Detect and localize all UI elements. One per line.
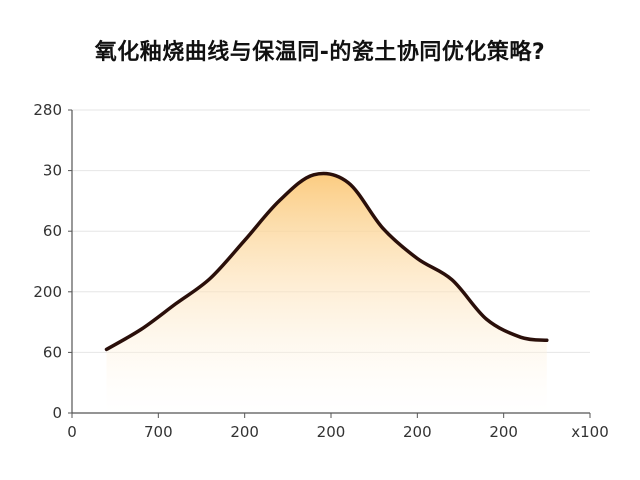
x-tick-label: 200: [489, 423, 518, 441]
y-tick-label: 0: [52, 404, 62, 422]
y-tick-label: 60: [43, 222, 62, 240]
series-line-path: [104, 171, 549, 352]
y-tick-label: 30: [43, 162, 62, 180]
x-tick-label: 700: [144, 423, 173, 441]
y-tick-label: 280: [33, 101, 62, 119]
area-fill-shape: [106, 173, 547, 413]
x-tick-label: x100: [571, 423, 609, 441]
y-tick-label: 200: [33, 283, 62, 301]
chart-title: 氧化釉烧曲线与保温同-的瓷土协同优化策略?: [94, 40, 546, 65]
y-tick-label: 60: [43, 343, 62, 361]
x-tick-label: 0: [67, 423, 77, 441]
x-tick-label: 200: [403, 423, 432, 441]
axes: [68, 109, 591, 418]
x-tick-label: 200: [230, 423, 259, 441]
series-line: [104, 171, 549, 352]
area-fill: [106, 173, 547, 413]
tick-labels: 0 60 200 60 30 280 0 700 200 200 200 200 x100: [33, 101, 608, 441]
x-tick-label: 200: [317, 423, 346, 441]
